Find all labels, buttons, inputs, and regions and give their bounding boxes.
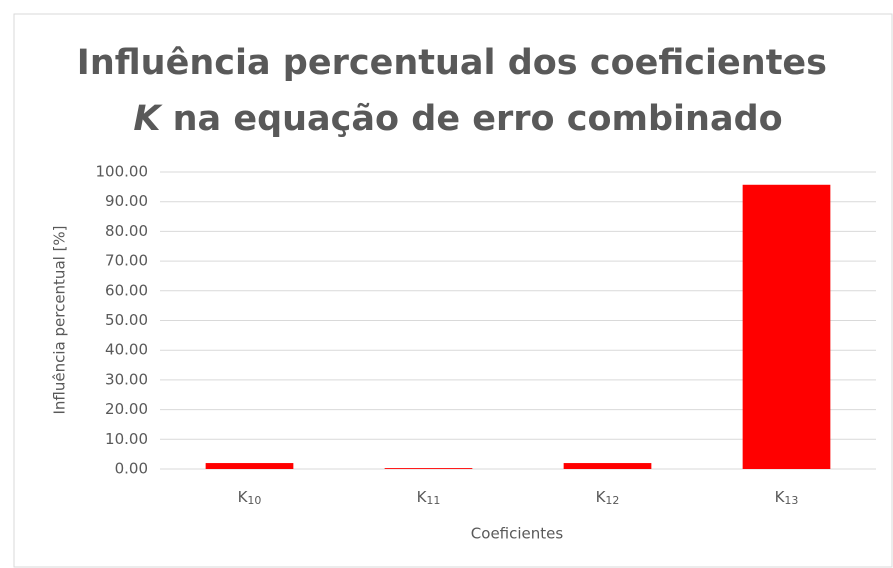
x-tick-label: K12 bbox=[596, 488, 620, 508]
y-tick-label: 20.00 bbox=[105, 400, 148, 418]
y-tick-label: 90.00 bbox=[105, 192, 148, 210]
chart-title: Influência percentual dos coeficientes K… bbox=[77, 43, 839, 139]
y-tick-label: 40.00 bbox=[105, 341, 148, 359]
y-tick-label: 50.00 bbox=[105, 311, 148, 329]
bar bbox=[384, 468, 473, 469]
y-tick-label: 80.00 bbox=[105, 222, 148, 240]
y-axis-label: Influência percentual [%] bbox=[51, 225, 69, 414]
y-tick-label: 30.00 bbox=[105, 370, 148, 388]
bar bbox=[205, 463, 294, 469]
x-tick-label: K11 bbox=[417, 488, 441, 508]
y-tick-label: 70.00 bbox=[105, 252, 148, 270]
bar bbox=[563, 463, 652, 469]
x-axis-label: Coeficientes bbox=[471, 525, 564, 543]
y-tick-label: 60.00 bbox=[105, 281, 148, 299]
x-tick-label: K10 bbox=[238, 488, 262, 508]
x-tick-label: K13 bbox=[775, 488, 799, 508]
y-tick-label: 100.00 bbox=[96, 163, 149, 181]
bar bbox=[742, 184, 831, 469]
y-tick-label: 0.00 bbox=[115, 460, 148, 478]
y-tick-label: 10.00 bbox=[105, 430, 148, 448]
